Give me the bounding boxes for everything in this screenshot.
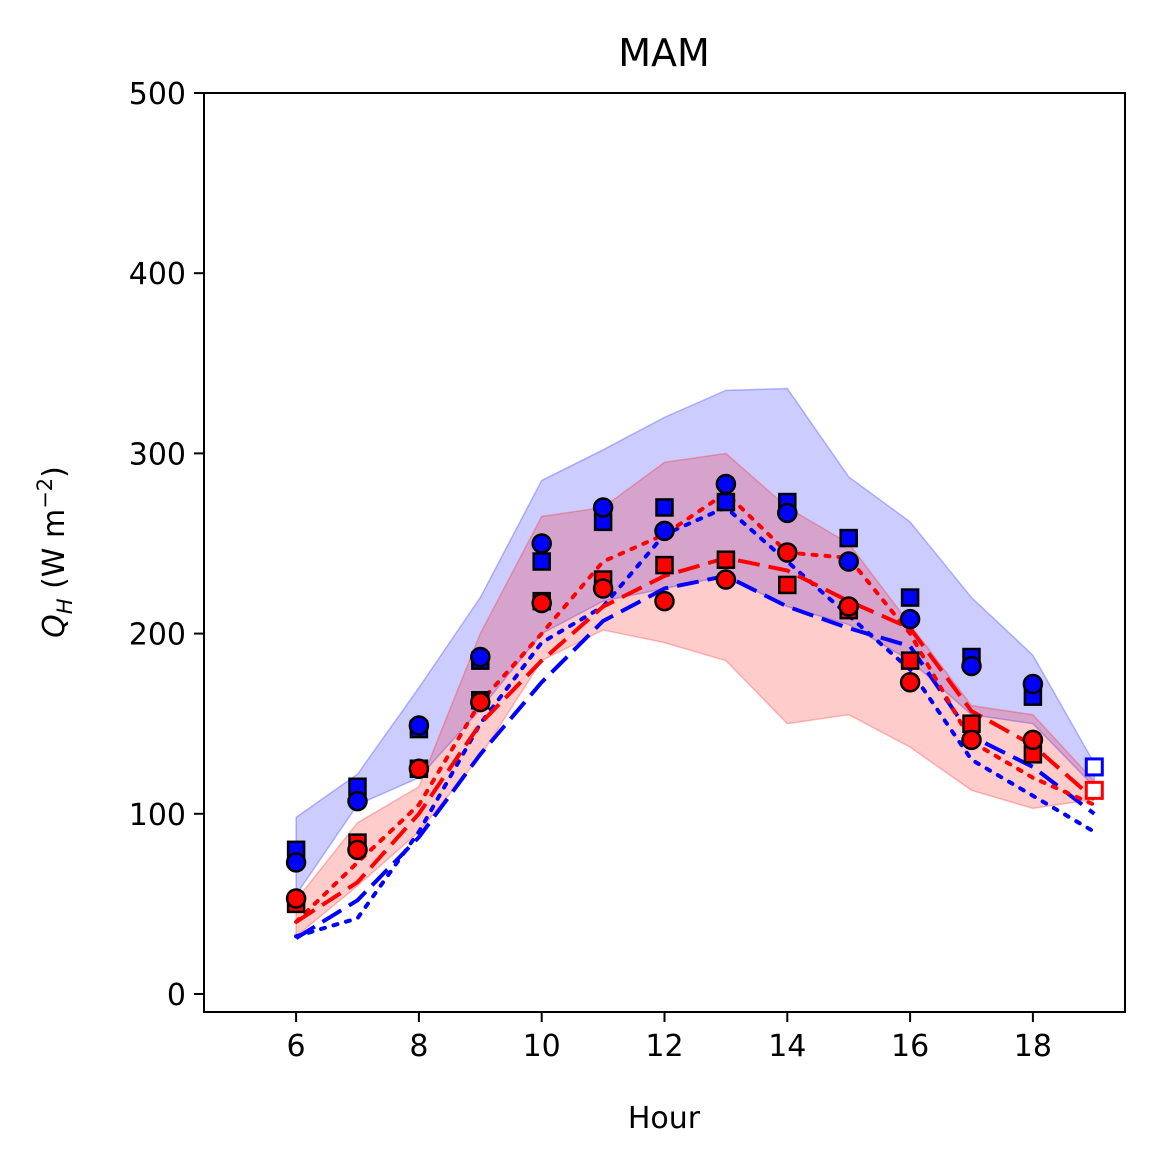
marker-red-circle (838, 596, 859, 617)
y-axis-label: QH (W m−2) (33, 466, 77, 638)
x-axis-label: Hour (628, 1101, 701, 1136)
marker-blue-circle (899, 608, 921, 630)
marker-red-square (778, 575, 797, 595)
line-red-dotted (294, 490, 1097, 924)
marker-red-circle (777, 542, 798, 563)
x-tick-label: 16 (891, 1029, 929, 1064)
y-tick-label: 0 (167, 978, 186, 1013)
marker-blue-circle (285, 852, 307, 873)
marker-blue-circle (347, 790, 368, 812)
marker-blue-square (532, 552, 551, 571)
marker-red-circle (715, 569, 737, 590)
x-tick-label: 14 (768, 1029, 806, 1064)
marker-red-circle (961, 729, 982, 751)
line-red-dashed (295, 555, 1096, 924)
marker-blue-square (655, 498, 674, 517)
marker-blue-circle (777, 502, 798, 524)
marker-blue-square (839, 528, 858, 548)
x-axis-ticks: 6 8 10 12 14 16 18 (287, 1012, 1052, 1064)
marker-blue-square-open (1084, 757, 1104, 777)
line-blue-dotted (294, 505, 1097, 939)
marker-blue-circle (715, 473, 737, 495)
y-tick-label: 500 (129, 77, 186, 112)
y-tick-label: 300 (129, 437, 186, 472)
marker-blue-circle (1022, 673, 1044, 695)
series-lines (294, 490, 1097, 940)
x-tick-label: 8 (409, 1029, 428, 1064)
y-tick-label: 100 (129, 798, 186, 833)
marker-red-square (655, 555, 674, 575)
line-blue-dashed (295, 573, 1096, 940)
marker-red-circle (408, 758, 430, 779)
marker-blue-circle (408, 715, 430, 736)
x-tick-label: 6 (287, 1029, 306, 1064)
marker-red-circle (531, 592, 552, 614)
x-tick-label: 18 (1014, 1029, 1052, 1064)
y-tick-label: 400 (129, 257, 186, 292)
marker-blue-circle (592, 497, 614, 518)
marker-red-square (962, 714, 981, 733)
marker-red-circle (285, 888, 307, 909)
y-tick-label: 200 (129, 618, 186, 653)
marker-red-circle (899, 671, 921, 693)
marker-red-square (900, 651, 920, 670)
marker-red-circle (654, 590, 675, 612)
marker-blue-circle (470, 646, 491, 668)
marker-red-circle (470, 691, 491, 713)
y-axis-ticks: 0 100 200 300 400 500 (129, 77, 204, 1013)
marker-red-circle (347, 839, 368, 861)
marker-blue-circle (654, 520, 675, 542)
marker-red-square (716, 550, 736, 569)
marker-blue-circle (531, 533, 552, 554)
marker-red-circle (592, 578, 614, 599)
marker-red-circle (1022, 729, 1044, 751)
chart-title: MAM (618, 31, 710, 75)
marker-blue-square (900, 588, 920, 607)
x-tick-label: 12 (645, 1029, 683, 1064)
marker-blue-circle (838, 551, 859, 572)
marker-blue-square (716, 492, 736, 512)
series-markers (285, 473, 1104, 914)
x-tick-label: 10 (523, 1029, 561, 1064)
marker-blue-circle (961, 655, 982, 677)
marker-red-square-open (1084, 780, 1104, 800)
